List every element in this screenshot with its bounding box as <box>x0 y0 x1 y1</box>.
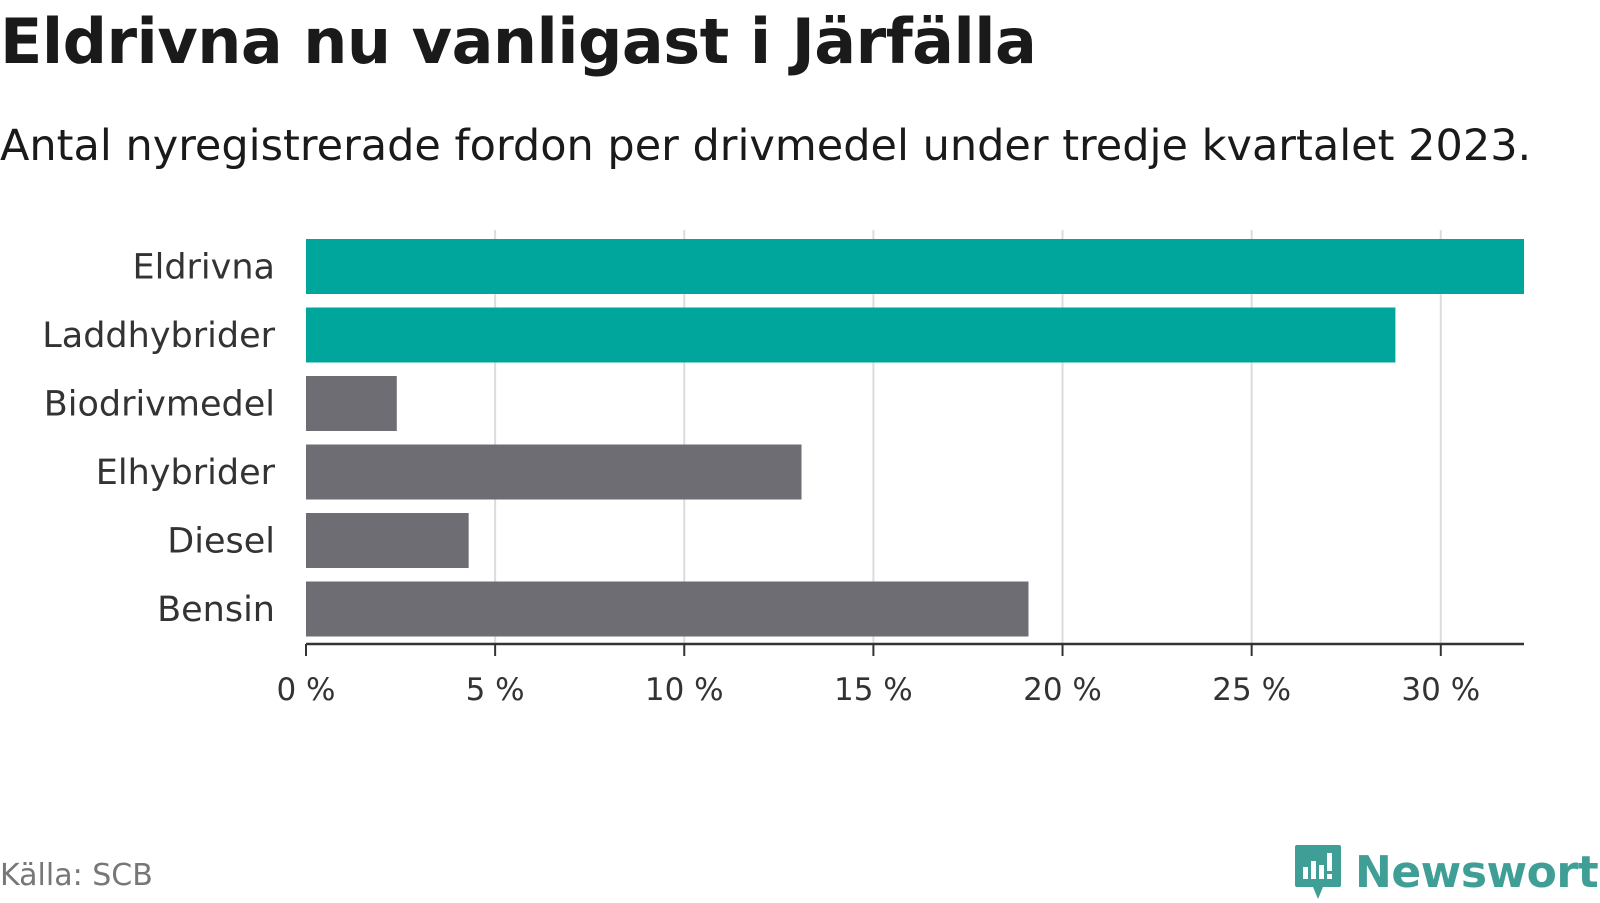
category-label: Bensin <box>157 590 275 630</box>
x-tick-label: 5 % <box>466 672 525 708</box>
x-tick-label: 10 % <box>645 672 724 708</box>
brand-name: Newsworthy <box>1355 847 1600 898</box>
brand-logo: Newsworthy <box>1293 843 1600 903</box>
newsworthy-logo-icon <box>1295 845 1341 899</box>
category-label: Laddhybrider <box>42 316 275 356</box>
x-tick-label: 15 % <box>834 672 913 708</box>
bars <box>306 239 1524 637</box>
source-note: Källa: SCB <box>0 858 153 893</box>
bar-biodrivmedel <box>306 376 397 431</box>
bar-eldrivna <box>306 239 1524 294</box>
category-label: Elhybrider <box>96 453 276 493</box>
x-tick-label: 25 % <box>1212 672 1291 708</box>
category-label: Diesel <box>167 522 275 562</box>
bar-elhybrider <box>306 444 802 500</box>
bar-chart: Eldrivna Laddhybrider Biodrivmedel Elhybrid… <box>42 230 1524 708</box>
gridlines <box>494 230 1442 644</box>
x-tick-label: 30 % <box>1401 672 1480 708</box>
category-label: Biodrivmedel <box>44 385 275 425</box>
category-labels: Eldrivna Laddhybrider Biodrivmedel Elhybrid… <box>42 248 275 631</box>
x-tick-label: 0 % <box>276 672 335 708</box>
chart-subtitle: Antal nyregistrerade fordon per drivmede… <box>0 121 1532 171</box>
x-tick-label: 20 % <box>1023 672 1102 708</box>
bar-bensin <box>306 581 1029 637</box>
bar-laddhybrider <box>306 307 1396 363</box>
chart-title: Eldrivna nu vanligast i Järfälla <box>0 5 1037 78</box>
x-axis: 0 % 5 % 10 % 15 % 20 % 25 % 30 % <box>276 642 1524 708</box>
bar-diesel <box>306 513 469 568</box>
category-label: Eldrivna <box>132 248 275 288</box>
